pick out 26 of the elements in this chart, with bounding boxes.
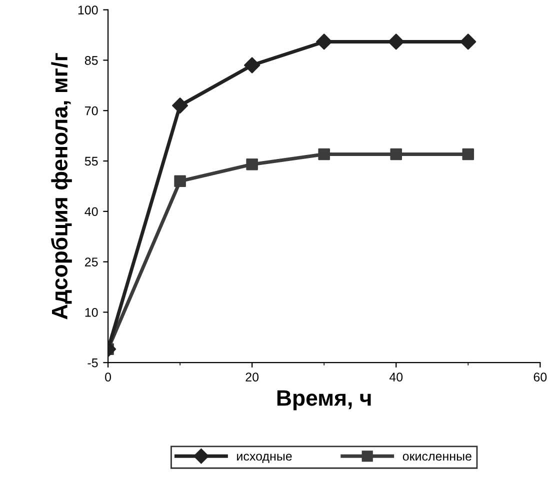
point	[244, 57, 260, 74]
x-tick-label: 60	[534, 372, 547, 382]
y-tick-label: 85	[84, 56, 98, 65]
point	[462, 148, 474, 160]
x-tick-label: 0	[105, 372, 112, 382]
x-axis-title: Время, ч	[277, 390, 371, 410]
y-tick-label: -5	[88, 358, 98, 368]
point	[316, 34, 332, 50]
legend-label: окисленные	[402, 454, 472, 461]
y-tick-label: 100	[78, 6, 98, 14]
x-tick-label: 20	[246, 372, 259, 382]
point	[174, 175, 186, 188]
y-tick-label: 70	[85, 106, 98, 116]
x-tick-label: 40	[389, 372, 403, 382]
point	[246, 158, 258, 170]
legend-label: исходные	[237, 454, 292, 464]
y-tick-label: 40	[84, 207, 98, 216]
y-tick-label: 25	[85, 258, 98, 266]
point	[172, 98, 188, 114]
point	[318, 148, 330, 160]
y-tick-label: 10	[85, 308, 98, 317]
point	[388, 34, 404, 50]
point	[460, 34, 476, 50]
y-axis-title: Адсорбция фенола, мг/г	[50, 53, 72, 320]
point	[390, 148, 402, 160]
y-tick-label: 55	[84, 156, 98, 166]
